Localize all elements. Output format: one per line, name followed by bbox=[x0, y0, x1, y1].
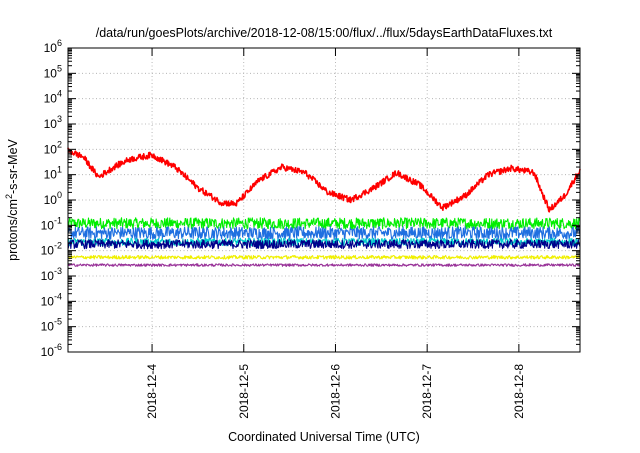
y-tick-label: 10-2 bbox=[41, 241, 62, 258]
y-tick-label: 104 bbox=[44, 89, 62, 106]
x-tick-label: 2018-12-4 bbox=[145, 364, 159, 419]
y-tick-label: 10-6 bbox=[41, 342, 62, 359]
y-tick-label: 101 bbox=[44, 165, 62, 182]
y-tick-label: 102 bbox=[44, 139, 62, 156]
x-tick-label: 2018-12-7 bbox=[420, 364, 434, 419]
x-tick-label: 2018-12-5 bbox=[237, 364, 251, 419]
series-line bbox=[67, 239, 581, 250]
y-tick-label: 100 bbox=[44, 190, 62, 207]
y-tick-label: 105 bbox=[44, 63, 62, 80]
y-axis-label: protons/cm2-s-sr-MeV bbox=[4, 138, 20, 260]
x-tick-label: 2018-12-8 bbox=[512, 364, 526, 419]
chart-title: /data/run/goesPlots/archive/2018-12-08/1… bbox=[96, 26, 553, 40]
series-line bbox=[67, 147, 581, 213]
series-line bbox=[67, 217, 581, 230]
series-line bbox=[68, 263, 581, 267]
y-axis: 10-6 10-5 10-4 10-3 10-2 10-1 100 101 102 103 104 1… bbox=[41, 38, 580, 359]
series-line bbox=[67, 254, 581, 260]
x-axis-label: Coordinated Universal Time (UTC) bbox=[228, 430, 420, 444]
y-tick-label: 10-1 bbox=[41, 215, 62, 232]
grid bbox=[68, 48, 580, 352]
x-tick-label: 2018-12-6 bbox=[328, 364, 342, 419]
x-axis: 2018-12-4 2018-12-5 2018-12-6 2018-12-7 2018… bbox=[145, 48, 526, 419]
y-tick-label: 10-4 bbox=[41, 291, 62, 308]
series-line bbox=[67, 226, 581, 240]
y-tick-label: 10-5 bbox=[41, 317, 62, 334]
y-tick-label: 10-3 bbox=[41, 266, 62, 283]
y-tick-label: 106 bbox=[44, 38, 62, 55]
series-layer bbox=[67, 147, 581, 267]
y-tick-label: 103 bbox=[44, 114, 62, 131]
